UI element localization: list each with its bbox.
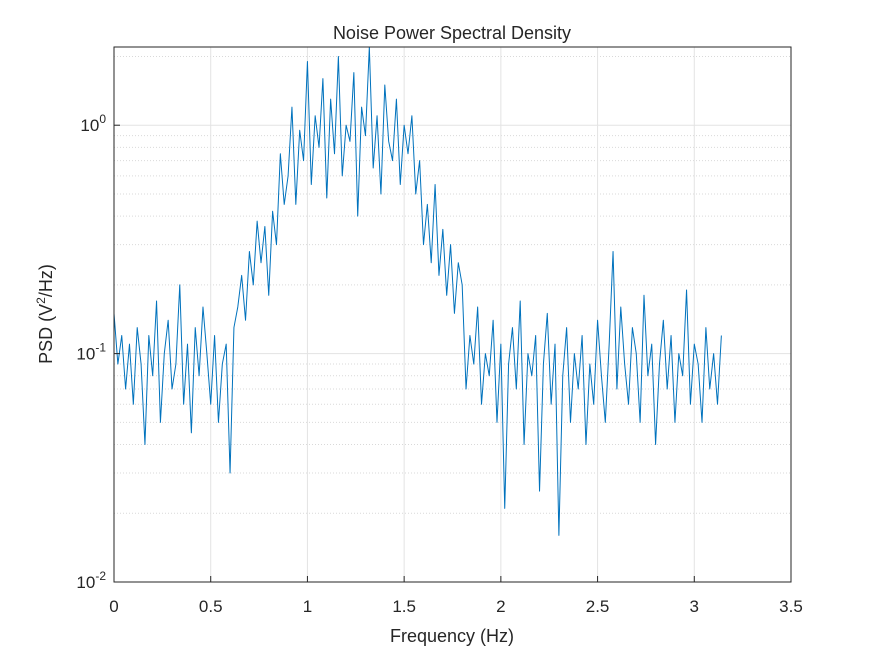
y-axis-label-text: /Hz) (36, 264, 56, 297)
y-axis-label-sup: 2 (34, 297, 48, 304)
y-tick-exponent: -1 (95, 341, 106, 355)
x-tick-label: 1 (303, 597, 312, 616)
y-tick-label: 100 (80, 112, 106, 135)
y-tick-base: 10 (76, 573, 95, 592)
y-axis-label: PSD (V2/Hz) (34, 264, 56, 364)
plot-area (114, 47, 722, 536)
x-tick-label: 2 (496, 597, 505, 616)
y-tick-label: 10-1 (76, 341, 106, 364)
x-tick-label: 2.5 (586, 597, 610, 616)
y-tick-exponent: 0 (99, 112, 106, 126)
x-tick-label: 3.5 (779, 597, 803, 616)
y-tick-base: 10 (76, 345, 95, 364)
chart-title: Noise Power Spectral Density (333, 23, 571, 43)
x-tick-label: 0 (109, 597, 118, 616)
x-tick-label: 1.5 (392, 597, 416, 616)
y-tick-label: 10-2 (76, 569, 106, 592)
x-tick-label: 3 (690, 597, 699, 616)
x-axis-label: Frequency (Hz) (390, 626, 514, 646)
y-axis-label-text: PSD (V (36, 304, 56, 364)
psd-line (114, 47, 722, 536)
axes-box (113, 46, 792, 583)
y-tick-base: 10 (80, 116, 99, 135)
y-tick-exponent: -2 (95, 569, 106, 583)
x-tick-label: 0.5 (199, 597, 223, 616)
